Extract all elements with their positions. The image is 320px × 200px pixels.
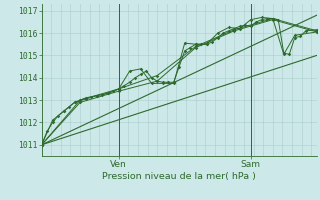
X-axis label: Pression niveau de la mer( hPa ): Pression niveau de la mer( hPa ): [102, 172, 256, 181]
